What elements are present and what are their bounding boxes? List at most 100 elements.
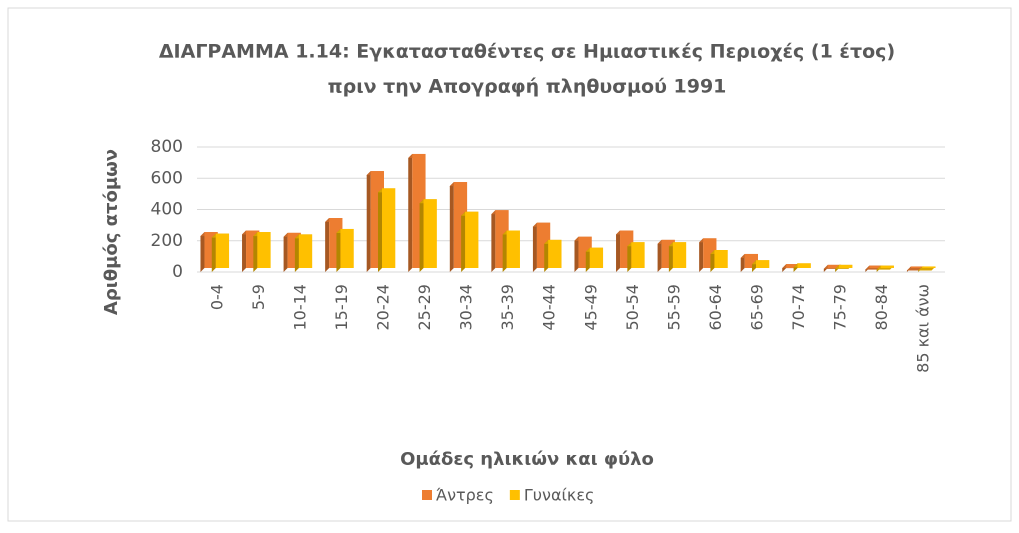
legend-swatch bbox=[422, 490, 432, 500]
bar bbox=[294, 234, 313, 272]
bar-front bbox=[672, 242, 687, 268]
bar-front bbox=[465, 211, 479, 268]
bar-side bbox=[461, 211, 466, 272]
bar-front bbox=[910, 266, 925, 268]
bar-side bbox=[668, 242, 673, 272]
bar bbox=[336, 228, 354, 272]
bar-side bbox=[740, 253, 745, 272]
bar-side bbox=[449, 182, 454, 272]
y-tick-label: 0 bbox=[172, 262, 183, 282]
bar bbox=[585, 247, 604, 272]
bar-front bbox=[756, 260, 770, 268]
bar-side bbox=[627, 242, 632, 272]
x-tick-label: 85 και άνω bbox=[914, 284, 933, 373]
bar-side bbox=[378, 188, 382, 272]
bar-side bbox=[366, 171, 371, 272]
bar bbox=[419, 199, 437, 272]
bar-front bbox=[827, 264, 842, 268]
bar-side bbox=[242, 230, 247, 272]
x-tick-label: 20-24 bbox=[374, 284, 393, 331]
bar-side bbox=[574, 236, 579, 272]
bar-side bbox=[419, 199, 424, 272]
x-tick-label: 10-14 bbox=[290, 284, 309, 331]
x-tick-label: 65-69 bbox=[748, 284, 767, 331]
y-tick-label: 600 bbox=[151, 168, 183, 188]
x-tick-label: 5-9 bbox=[249, 284, 268, 310]
x-tick-label: 15-19 bbox=[332, 284, 351, 331]
bar-front bbox=[506, 230, 520, 268]
y-tick-label: 800 bbox=[151, 137, 183, 157]
legend-label: Άντρες bbox=[436, 486, 494, 505]
bar-side bbox=[585, 247, 590, 272]
bar bbox=[532, 222, 551, 272]
bar bbox=[835, 264, 853, 272]
bar-side bbox=[657, 239, 662, 272]
bar bbox=[502, 230, 520, 272]
y-axis-label: Αριθμός ατόμων bbox=[101, 149, 122, 315]
bar-side bbox=[200, 232, 205, 272]
bar-front bbox=[423, 199, 437, 268]
bar bbox=[378, 188, 396, 272]
y-tick-label: 400 bbox=[151, 200, 183, 220]
x-tick-label: 70-74 bbox=[789, 284, 808, 331]
bar-side bbox=[616, 230, 621, 272]
x-tick-label: 40-44 bbox=[540, 284, 559, 331]
bar-side bbox=[710, 250, 715, 272]
x-tick-label: 75-79 bbox=[831, 284, 850, 331]
bar bbox=[918, 266, 936, 272]
bar bbox=[793, 263, 811, 272]
x-axis-label: Ομάδες ηλικιών και φύλο bbox=[400, 449, 654, 470]
legend-swatch bbox=[509, 490, 520, 500]
bar-side bbox=[211, 233, 216, 272]
bar-front bbox=[257, 232, 271, 268]
bar-side bbox=[408, 153, 413, 272]
x-tick-label: 25-29 bbox=[415, 284, 434, 331]
bar bbox=[211, 233, 230, 272]
bar-front bbox=[298, 234, 313, 268]
bar-front bbox=[382, 188, 396, 268]
bar-side bbox=[283, 232, 288, 272]
bar bbox=[876, 265, 894, 272]
x-tick-label: 45-49 bbox=[581, 284, 600, 331]
bar-front bbox=[215, 233, 230, 268]
bar-front bbox=[548, 239, 562, 268]
bar-front bbox=[786, 264, 800, 268]
bar bbox=[461, 211, 479, 272]
bar bbox=[627, 242, 645, 272]
bar-side bbox=[336, 228, 341, 272]
x-tick-label: 35-39 bbox=[498, 284, 517, 331]
x-tick-label: 50-54 bbox=[623, 284, 642, 331]
x-tick-label: 0-4 bbox=[207, 284, 226, 310]
bar bbox=[710, 250, 728, 272]
chart-title: ΔΙΑΓΡΑΜΜΑ 1.14: Εγκατασταθέντες σε Ημιασ… bbox=[159, 41, 895, 63]
x-tick-label: 30-34 bbox=[457, 284, 476, 331]
bar-side bbox=[491, 210, 496, 272]
bar-side bbox=[253, 232, 258, 272]
bar-front bbox=[922, 266, 936, 268]
chart-subtitle: πριν την Απογραφή πληθυσμού 1991 bbox=[328, 76, 727, 98]
bar-front bbox=[839, 264, 853, 268]
bar-side bbox=[532, 222, 537, 272]
bar bbox=[668, 242, 687, 272]
bar-front bbox=[869, 265, 883, 268]
bar-side bbox=[699, 238, 704, 272]
x-tick-label: 55-59 bbox=[664, 284, 683, 331]
bar-side bbox=[294, 234, 299, 272]
bar-front bbox=[797, 263, 811, 268]
legend-label: Γυναίκες bbox=[524, 486, 595, 505]
bar bbox=[253, 232, 271, 272]
x-tick-label: 60-64 bbox=[706, 284, 725, 331]
bar bbox=[752, 260, 770, 272]
bar-side bbox=[502, 230, 507, 272]
bar-front bbox=[589, 247, 604, 268]
bar-front bbox=[880, 265, 894, 268]
bar-front bbox=[714, 250, 728, 268]
x-tick-label: 80-84 bbox=[872, 284, 891, 331]
bar-front bbox=[631, 242, 645, 268]
y-tick-label: 200 bbox=[151, 231, 183, 251]
bar-side bbox=[544, 239, 549, 272]
bar-front bbox=[340, 228, 354, 268]
bar bbox=[544, 239, 562, 272]
bar-side bbox=[325, 218, 330, 272]
